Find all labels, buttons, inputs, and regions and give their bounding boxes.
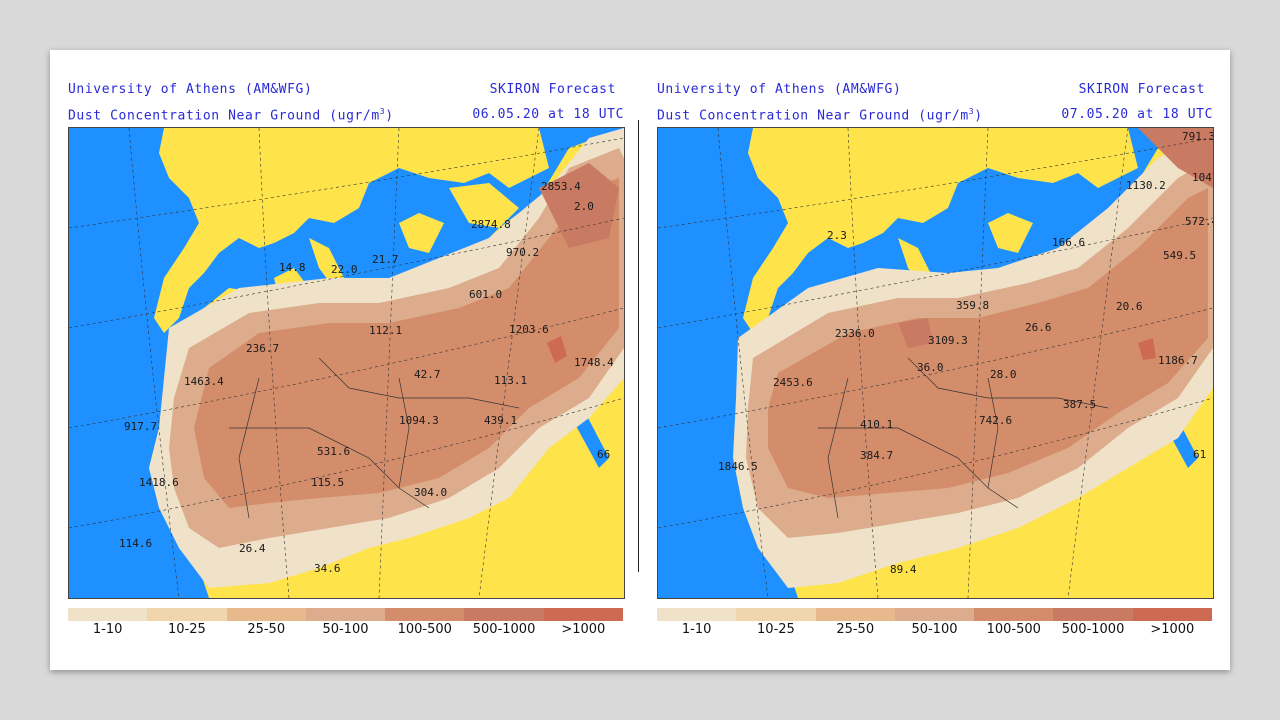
dust-map-svg: 791.3 1130.2 1047 572.4 2.3 166.6 549.5 359.8 26… bbox=[658, 128, 1213, 598]
legend-label: 25-50 bbox=[247, 622, 286, 637]
concentration-value: 1463.4 bbox=[184, 375, 224, 388]
color-legend bbox=[68, 608, 623, 621]
legend-swatch bbox=[147, 608, 227, 621]
concentration-value: 89.4 bbox=[890, 563, 917, 576]
concentration-value: 384.7 bbox=[860, 449, 893, 462]
concentration-value: 26.6 bbox=[1025, 321, 1052, 334]
legend-swatch bbox=[974, 608, 1054, 621]
product-label: SKIRON Forecast bbox=[489, 82, 616, 97]
concentration-value: 791.3 bbox=[1182, 130, 1213, 143]
concentration-value: 34.6 bbox=[314, 562, 341, 575]
legend-swatch bbox=[736, 608, 816, 621]
panel-divider bbox=[638, 120, 639, 572]
valid-time-label: 06.05.20 at 18 UTC bbox=[472, 107, 624, 122]
legend-swatch bbox=[385, 608, 465, 621]
legend-label: 50-100 bbox=[322, 622, 369, 637]
legend-label: 500-1000 bbox=[1061, 622, 1125, 637]
dust-map: 791.3 1130.2 1047 572.4 2.3 166.6 549.5 359.8 26… bbox=[657, 127, 1214, 599]
concentration-value: 114.6 bbox=[119, 537, 152, 550]
concentration-value: 601.0 bbox=[469, 288, 502, 301]
concentration-value: 26.4 bbox=[239, 542, 266, 555]
legend-label: 50-100 bbox=[911, 622, 958, 637]
concentration-value: 1094.3 bbox=[399, 414, 439, 427]
concentration-value: 439.1 bbox=[484, 414, 517, 427]
legend-label: 10-25 bbox=[168, 622, 206, 637]
forecast-panel-left: University of Athens (AM&WFG) SKIRON For… bbox=[68, 50, 628, 670]
legend-label: 10-25 bbox=[757, 622, 795, 637]
concentration-value: 112.1 bbox=[369, 324, 402, 337]
concentration-value: 61 bbox=[1193, 448, 1206, 461]
legend-swatch bbox=[894, 608, 975, 621]
concentration-values: 791.3 1130.2 1047 572.4 2.3 166.6 549.5 359.8 26… bbox=[718, 130, 1213, 576]
concentration-value: 2853.4 bbox=[541, 180, 581, 193]
concentration-value: 36.0 bbox=[917, 361, 944, 374]
concentration-value: 42.7 bbox=[414, 368, 441, 381]
legend-label: >1000 bbox=[1150, 622, 1195, 637]
concentration-value: 115.5 bbox=[311, 476, 344, 489]
concentration-value: 21.7 bbox=[372, 253, 399, 266]
institution-label: University of Athens (AM&WFG) bbox=[68, 82, 313, 97]
dust-map: 2853.4 2.0 2874.8 970.2 14.8 22.0 21.7 601.0 112… bbox=[68, 127, 625, 599]
legend-label: 100-500 bbox=[397, 622, 452, 637]
concentration-value: 1203.6 bbox=[509, 323, 549, 336]
legend-label: 100-500 bbox=[986, 622, 1041, 637]
concentration-value: 531.6 bbox=[317, 445, 350, 458]
legend-swatch bbox=[464, 608, 544, 621]
concentration-value: 742.6 bbox=[979, 414, 1012, 427]
forecast-panel-right: University of Athens (AM&WFG) SKIRON For… bbox=[657, 50, 1217, 670]
concentration-value: 1418.6 bbox=[139, 476, 179, 489]
concentration-value: 3109.3 bbox=[928, 334, 968, 347]
legend-swatch bbox=[226, 608, 306, 621]
legend-swatch bbox=[815, 608, 895, 621]
legend-label: 1-10 bbox=[681, 622, 712, 637]
legend-swatch bbox=[1053, 608, 1133, 621]
product-label: SKIRON Forecast bbox=[1078, 82, 1205, 97]
variable-label: Dust Concentration Near Ground (ugr/m3) bbox=[68, 107, 394, 124]
concentration-value: 387.5 bbox=[1063, 398, 1096, 411]
concentration-value: 572.4 bbox=[1185, 215, 1213, 228]
legend-label: 25-50 bbox=[836, 622, 875, 637]
concentration-value: 1846.5 bbox=[718, 460, 758, 473]
concentration-value: 28.0 bbox=[990, 368, 1017, 381]
variable-label: Dust Concentration Near Ground (ugr/m3) bbox=[657, 107, 983, 124]
color-legend bbox=[657, 608, 1212, 621]
legend-labels: 1-10 10-25 25-50 50-100 100-500 500-1000 >1000 bbox=[657, 622, 1212, 638]
concentration-value: 14.8 bbox=[279, 261, 306, 274]
concentration-value: 2.3 bbox=[827, 229, 847, 242]
slide: University of Athens (AM&WFG) SKIRON For… bbox=[50, 50, 1230, 670]
concentration-value: 20.6 bbox=[1116, 300, 1143, 313]
legend-swatch bbox=[305, 608, 386, 621]
institution-label: University of Athens (AM&WFG) bbox=[657, 82, 902, 97]
concentration-value: 2453.6 bbox=[773, 376, 813, 389]
legend-labels: 1-10 10-25 25-50 50-100 100-500 500-1000 >1000 bbox=[68, 622, 623, 638]
concentration-value: 359.8 bbox=[956, 299, 989, 312]
concentration-value: 410.1 bbox=[860, 418, 893, 431]
concentration-value: 1748.4 bbox=[574, 356, 614, 369]
concentration-value: 22.0 bbox=[331, 263, 358, 276]
concentration-value: 66 bbox=[597, 448, 610, 461]
concentration-value: 166.6 bbox=[1052, 236, 1085, 249]
legend-swatch bbox=[1132, 608, 1212, 621]
concentration-value: 1130.2 bbox=[1126, 179, 1166, 192]
concentration-value: 304.0 bbox=[414, 486, 447, 499]
legend-swatch bbox=[657, 608, 737, 621]
valid-time-label: 07.05.20 at 18 UTC bbox=[1061, 107, 1213, 122]
concentration-value: 236.7 bbox=[246, 342, 279, 355]
legend-label: 1-10 bbox=[92, 622, 123, 637]
concentration-value: 549.5 bbox=[1163, 249, 1196, 262]
concentration-value: 1186.7 bbox=[1158, 354, 1198, 367]
legend-label: 500-1000 bbox=[472, 622, 536, 637]
legend-swatch bbox=[543, 608, 623, 621]
concentration-value: 2874.8 bbox=[471, 218, 511, 231]
concentration-value: 917.7 bbox=[124, 420, 157, 433]
concentration-value: 2.0 bbox=[574, 200, 594, 213]
concentration-value: 1047 bbox=[1192, 171, 1213, 184]
dust-map-svg: 2853.4 2.0 2874.8 970.2 14.8 22.0 21.7 601.0 112… bbox=[69, 128, 624, 598]
concentration-value: 113.1 bbox=[494, 374, 527, 387]
legend-swatch bbox=[68, 608, 148, 621]
concentration-value: 970.2 bbox=[506, 246, 539, 259]
concentration-values: 2853.4 2.0 2874.8 970.2 14.8 22.0 21.7 601.0 112… bbox=[119, 180, 614, 575]
legend-label: >1000 bbox=[561, 622, 606, 637]
concentration-value: 2336.0 bbox=[835, 327, 875, 340]
